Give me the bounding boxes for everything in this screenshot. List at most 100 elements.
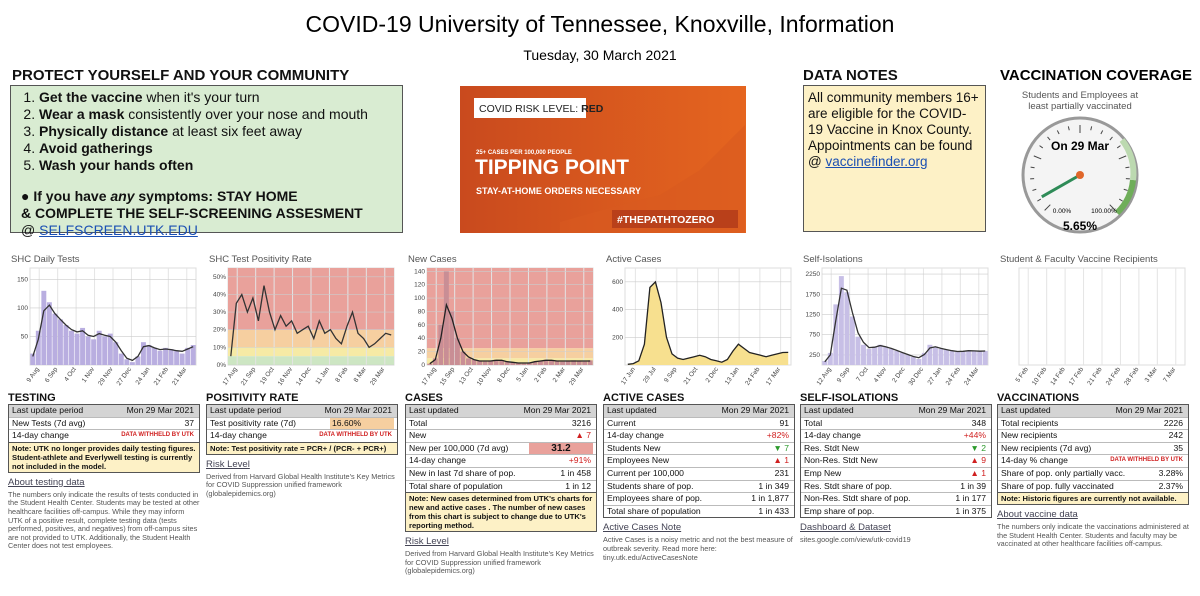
gauge-tick [1044,204,1051,211]
chart-title: Student & Faculty Vaccine Recipients [1000,254,1158,265]
bar [872,346,878,365]
row-label: New [409,430,427,441]
row-value: +44% [963,430,986,441]
bar [971,350,977,365]
bar [493,359,499,365]
x-tick-label: 5 Feb [1015,366,1030,384]
bar [41,290,47,365]
vaccinefinder-link[interactable]: vaccinefinder.org [825,154,928,169]
bar [537,360,543,365]
y-tick-label: 0 [421,362,425,369]
gauge-tick [1123,188,1128,191]
table-link[interactable]: Active Cases Note [603,522,682,534]
header-cell: Last update period [12,405,84,415]
y-tick-label: 250 [809,352,820,359]
bar [977,351,983,365]
table-row: New recipients (7d avg) 35 [998,441,1188,455]
table-footnote: Derived from Harvard Global Health Insti… [405,549,594,576]
table-heading: SELF-ISOLATIONS [800,392,899,404]
row-value: 231 [774,467,789,478]
table-row: Res. Stdt New ▼ 2 [801,441,991,455]
y-tick-label: 140 [414,268,425,275]
x-tick-label: 4 Oct [63,366,78,383]
row-value: ▲ 1 [773,455,789,466]
gauge-max: 100.00% [1091,208,1117,215]
row-label: Employees New [607,455,670,466]
y-tick-label: 100 [17,305,28,312]
row-label: 14-day % change [1001,455,1068,466]
screening-link-line: @ SELFSCREEN.UTK.EDU [21,222,198,238]
bar [91,339,97,365]
bar [140,342,146,365]
screening-link[interactable]: SELFSCREEN.UTK.EDU [39,222,198,238]
table-link[interactable]: Risk Level [405,536,449,548]
gauge-date: On 29 Mar [1051,139,1109,153]
risk-label-box [474,98,586,118]
row-label: Res. Stdt share of pop. [804,480,892,491]
bar [838,276,844,365]
gauge-tick [1109,136,1113,141]
bar [899,352,905,365]
bar [877,344,883,365]
bar [74,333,80,365]
row-label: 14-day change [210,430,267,441]
page-date: Tuesday, 30 March 2021 [523,47,677,63]
x-tick-label: 10 Nov [476,366,494,387]
gauge-band [1119,138,1137,181]
bar [982,350,988,365]
row-label: Share of pop. fully vaccinated [1001,480,1114,491]
risk-trend [560,125,745,233]
chart-title: New Cases [408,254,457,265]
table-section: VACCINATIONS Last updated Mon 29 Mar 2021 T… [997,392,1189,549]
table-link[interactable]: About testing data [8,476,85,488]
row-label: Emp New [804,467,842,478]
x-tick-label: 6 Sep [44,366,60,384]
bar [938,348,944,365]
bar [477,360,483,365]
row-label: Non-Res. Stdt New [804,455,878,466]
y-tick-label: 1250 [806,311,821,318]
gauge-tick [1067,126,1070,131]
x-tick-label: 17 Mar [765,365,783,386]
x-tick-label: 8 Dec [496,366,512,385]
table-box: Last update period Mon 29 Mar 2021 Test po… [206,404,398,455]
bar [80,327,86,365]
y-tick-label: 50 [21,333,29,340]
bar [135,356,141,365]
gauge-min: 0.00% [1053,208,1072,215]
row-label: Share of pop. only partially vacc. [1001,467,1126,478]
protect-item: Avoid gatherings [39,140,392,157]
bar [966,350,972,365]
item-bold: Wear a mask [39,106,125,122]
bar [113,342,119,365]
table-row: 14-day change +44% [801,429,991,442]
row-label: Res. Stdt New [804,442,859,453]
table-footnote: The numbers only indicate the vaccinatio… [997,522,1189,549]
row-label: Total [804,417,823,428]
bar [849,316,855,365]
row-label: Current [607,417,636,428]
gauge-tick [1125,166,1130,169]
bar [888,348,894,365]
table-header-row: Last updated Mon 29 Mar 2021 [801,405,991,417]
table-footnote: The numbers only indicate the results of… [8,489,200,551]
header-cell: Mon 29 Mar 2021 [324,405,392,415]
table-footnote: Derived from Harvard Global Health Insti… [206,471,395,498]
table-box: Last updated Mon 29 Mar 2021 Total 348 14-da… [800,404,992,519]
x-tick-label: 8 Feb [334,366,349,384]
bar [515,362,521,365]
row-label: Total [409,417,428,428]
table-link[interactable]: Dashboard & Dataset [800,522,891,534]
item-bold: Avoid gatherings [39,140,153,156]
table-link[interactable]: Risk Level [206,458,250,470]
table-link[interactable]: About vaccine data [997,509,1078,521]
header-cell: Last update period [210,405,282,415]
y-tick-label: 400 [612,307,623,314]
row-value: ▼ 2 [970,442,986,453]
bar [179,353,185,365]
table-box: Last update period Mon 29 Mar 2021 New Tes… [8,404,200,473]
bar [432,358,438,365]
item-rest: at least six feet away [168,123,303,139]
x-tick-label: 27 Jan [927,366,944,386]
row-value: 31.2 [529,442,593,455]
